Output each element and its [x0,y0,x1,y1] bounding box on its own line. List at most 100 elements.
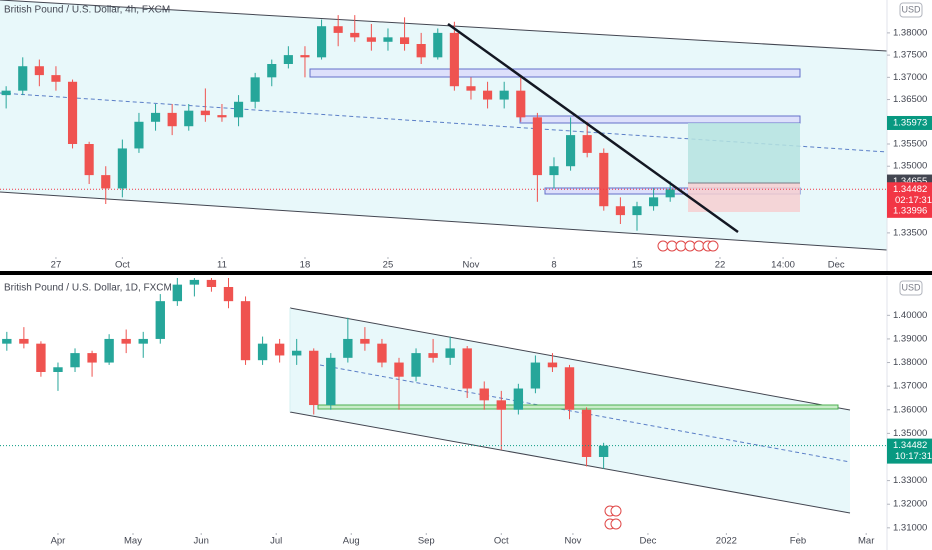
candle-body [200,110,210,116]
support-zone [317,404,839,410]
candle-body [566,135,576,167]
candle-body [360,338,370,344]
candle-body [499,90,509,100]
candle-body [87,353,97,363]
x-tick-label: Nov [564,536,581,547]
candle-body [2,338,12,344]
candle-body [564,367,575,410]
candle-body [394,362,404,377]
candle-body [599,152,609,207]
channel-upper [289,307,851,411]
x-tick-label: Oct [494,536,509,547]
candle-body [445,348,455,358]
stop-zone [688,183,800,212]
candle-body [257,343,268,361]
candle-body [274,343,285,356]
x-tick-label: 27 [51,260,62,271]
candle-body [449,32,459,87]
pane-divider [0,271,932,275]
candle-body [411,353,421,377]
x-tick-label: Aug [343,536,360,547]
candle-body [532,117,542,176]
candle-body [516,90,526,118]
x-tick-label: Jul [270,536,282,547]
candle-body [19,338,29,344]
price-label-box [887,438,932,464]
top-candles [0,15,887,231]
y-tick-label: 1.33500 [893,227,927,238]
candle-body [155,301,165,339]
candle-body [250,77,260,102]
chart-title: British Pound / U.S. Dollar, 1D, FXCM [4,283,172,294]
channel-lower [0,191,888,251]
candle-body [1,90,11,96]
x-tick-label: 8 [551,260,556,271]
x-tick-label: Mar [858,536,874,547]
candle-body [350,32,360,38]
candle-body [582,135,592,153]
candle-body [309,350,319,406]
x-tick-label: Sep [418,536,435,547]
y-tick-label: 1.37000 [893,72,927,83]
x-tick-label: May [124,536,142,547]
candle-body [549,166,559,176]
candle-body [343,338,353,358]
y-tick-label: 1.39000 [893,333,927,344]
candle-body [416,44,426,58]
y-tick-label: 1.37000 [893,381,927,392]
candle-body [513,388,524,410]
price-label-box [887,203,932,218]
price-label: 1.34482 [893,440,927,451]
y-tick-label: 1.36500 [893,94,927,105]
x-tick-label: 2022 [716,536,737,547]
trendline [447,22,739,234]
price-label: 1.33996 [893,205,927,216]
zone [309,68,801,78]
candle-body [53,367,63,372]
channel-lower [289,411,851,514]
candle-body [117,148,127,189]
candle-body [479,388,489,401]
candle-body [496,400,506,410]
candle-body [649,197,659,207]
chart-title: British Pound / U.S. Dollar, 4h, FXCM [4,5,170,16]
candle-body [34,66,44,76]
x-tick-label: Dec [639,536,656,547]
y-tick-label: 1.33000 [893,475,927,486]
candle-body [598,445,609,457]
x-tick-label: 15 [632,260,643,271]
candle-body [615,206,625,216]
axes: British Pound / U.S. Dollar, 4h, FXCM USD… [4,2,932,547]
candle-body [172,284,183,302]
candle-body [167,112,177,127]
candle-body [138,338,148,344]
y-tick-label: 1.38000 [893,27,927,38]
currency: USD [901,4,921,14]
x-tick-label: 18 [300,260,311,271]
countdown: 10:17:31 [895,451,932,462]
candle-body [483,90,493,100]
x-tick-label: Jun [194,536,209,547]
candle-body [433,32,443,58]
candle-body [267,64,277,78]
candle-body [547,362,558,368]
event-icons [657,240,719,252]
candle-body [67,81,78,144]
candle-body [189,279,200,285]
candle-body [233,101,244,118]
candle-body [383,37,393,42]
candle-body [326,357,336,406]
y-tick-label: 1.31000 [893,522,927,533]
price-label: 1.35973 [893,117,927,128]
currency-badge [899,280,923,296]
y-tick-label: 1.40000 [893,310,927,321]
candle-body [377,343,387,363]
x-tick-label: Apr [51,536,66,547]
candle-body [400,37,410,44]
candle-body [206,279,217,287]
candle-body [283,55,293,64]
channel-upper [0,0,888,52]
candle-body [36,343,46,372]
candle-body [18,66,28,91]
